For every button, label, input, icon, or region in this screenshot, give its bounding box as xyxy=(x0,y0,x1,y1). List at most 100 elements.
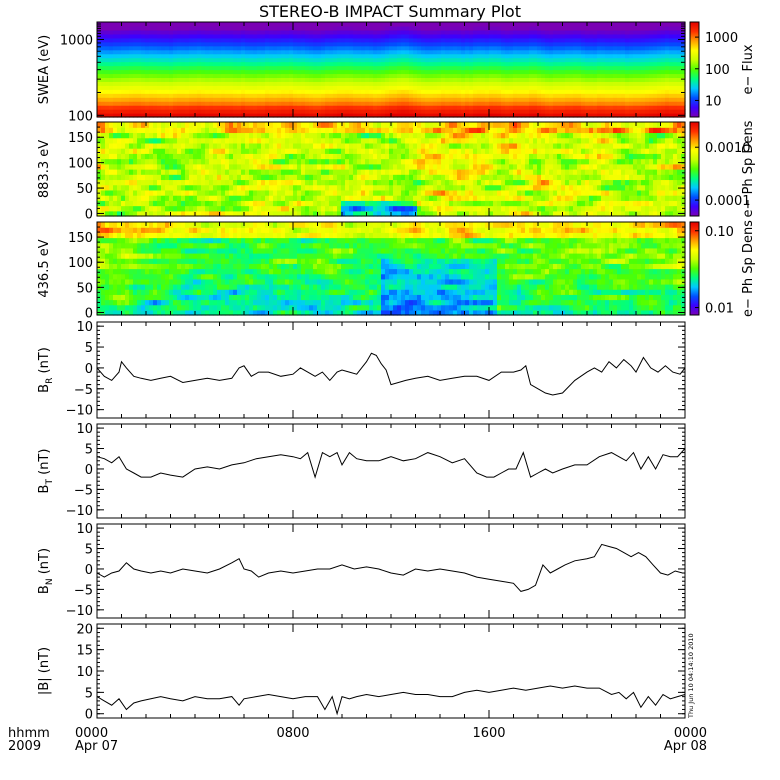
heatmap-cell xyxy=(105,37,110,43)
heatmap-cell xyxy=(325,69,330,75)
heatmap-cell xyxy=(185,49,190,55)
heatmap-cell xyxy=(285,33,290,39)
heatmap-cell xyxy=(329,184,334,191)
heatmap-cell xyxy=(669,22,674,27)
heatmap-cell xyxy=(125,33,130,39)
heatmap-cell xyxy=(105,85,110,90)
heatmap-cell xyxy=(109,57,114,63)
heatmap-cell xyxy=(513,77,518,82)
heatmap-cell xyxy=(317,210,322,217)
heatmap-cell xyxy=(557,45,562,51)
heatmap-cell xyxy=(393,93,398,98)
heatmap-cell xyxy=(157,109,162,114)
heatmap-cell xyxy=(325,45,330,51)
heatmap-cell xyxy=(293,105,298,110)
heatmap-cell xyxy=(125,61,130,67)
heatmap-cell xyxy=(469,53,474,59)
heatmap-cell xyxy=(385,200,390,207)
heatmap-cell xyxy=(265,142,270,149)
heatmap-cell xyxy=(501,33,506,39)
heatmap-cell xyxy=(437,29,442,35)
heatmap-cell xyxy=(393,53,398,59)
heatmap-cell xyxy=(577,69,582,75)
heatmap-cell xyxy=(109,93,114,98)
heatmap-cell xyxy=(237,101,242,106)
heatmap-cell xyxy=(333,163,338,170)
heatmap-cell xyxy=(105,179,110,186)
heatmap-cell xyxy=(297,65,302,71)
heatmap-cell xyxy=(605,73,610,79)
heatmap-cell xyxy=(313,184,318,191)
heatmap-cell xyxy=(281,57,286,63)
heatmap-cell xyxy=(349,77,354,82)
heatmap-cell xyxy=(125,77,130,82)
heatmap-cell xyxy=(265,184,270,191)
heatmap-cell xyxy=(433,69,438,75)
heatmap-cell xyxy=(645,73,650,79)
heatmap-cell xyxy=(477,41,482,47)
heatmap-cell xyxy=(281,137,286,144)
heatmap-cell xyxy=(501,81,506,86)
heatmap-cell xyxy=(513,57,518,63)
heatmap-cell xyxy=(573,85,578,90)
heatmap-cell xyxy=(141,174,146,181)
heatmap-cell xyxy=(177,132,182,139)
heatmap-cell xyxy=(117,148,122,154)
heatmap-cell xyxy=(145,77,150,82)
heatmap-cell xyxy=(237,73,242,79)
heatmap-cell xyxy=(653,101,658,106)
heatmap-cell xyxy=(113,65,118,71)
heatmap-cell xyxy=(457,97,462,102)
heatmap-cell xyxy=(337,210,342,217)
heatmap-cell xyxy=(293,148,298,154)
heatmap-cell xyxy=(169,163,174,170)
heatmap-cell xyxy=(305,153,310,160)
heatmap-cell xyxy=(181,184,186,191)
heatmap-cell xyxy=(341,174,346,181)
heatmap-cell xyxy=(277,210,282,217)
heatmap-cell xyxy=(361,41,366,47)
heatmap-cell xyxy=(201,109,206,114)
heatmap-cell xyxy=(373,101,378,106)
heatmap-cell xyxy=(173,205,178,212)
heatmap-cell xyxy=(377,57,382,63)
heatmap-cell xyxy=(241,189,246,196)
heatmap-cell xyxy=(357,105,362,110)
heatmap-cell xyxy=(173,85,178,90)
heatmap-cell xyxy=(221,174,226,181)
heatmap-cell xyxy=(369,81,374,86)
heatmap-cell xyxy=(329,169,334,175)
heatmap-cell xyxy=(617,93,622,98)
heatmap-cell xyxy=(209,200,214,207)
heatmap-cell xyxy=(501,93,506,98)
heatmap-cell xyxy=(389,33,394,39)
heatmap-cell xyxy=(105,189,110,196)
heatmap-cell xyxy=(285,97,290,102)
heatmap-cell xyxy=(525,89,530,94)
heatmap-cell xyxy=(469,61,474,67)
heatmap-cell xyxy=(553,29,558,35)
heatmap-cell xyxy=(369,57,374,63)
heatmap-cell xyxy=(465,25,470,31)
heatmap-cell xyxy=(113,73,118,79)
heatmap-cell xyxy=(153,148,158,154)
heatmap-cell xyxy=(533,45,538,51)
heatmap-cell xyxy=(317,77,322,82)
heatmap-cell xyxy=(309,25,314,31)
heatmap-cell xyxy=(269,53,274,59)
heatmap-cell xyxy=(657,41,662,47)
heatmap-cell xyxy=(169,73,174,79)
heatmap-cell xyxy=(313,57,318,63)
heatmap-cell xyxy=(153,85,158,90)
heatmap-cell xyxy=(365,77,370,82)
heatmap-cell xyxy=(285,77,290,82)
heatmap-cell xyxy=(477,49,482,55)
heatmap-cell xyxy=(397,89,402,94)
heatmap-cell xyxy=(577,77,582,82)
heatmap-cell xyxy=(205,169,210,175)
heatmap-cell xyxy=(157,179,162,186)
heatmap-cell xyxy=(121,73,126,79)
heatmap-cell xyxy=(457,113,462,118)
heatmap-cell xyxy=(469,73,474,79)
heatmap-cell xyxy=(381,29,386,35)
